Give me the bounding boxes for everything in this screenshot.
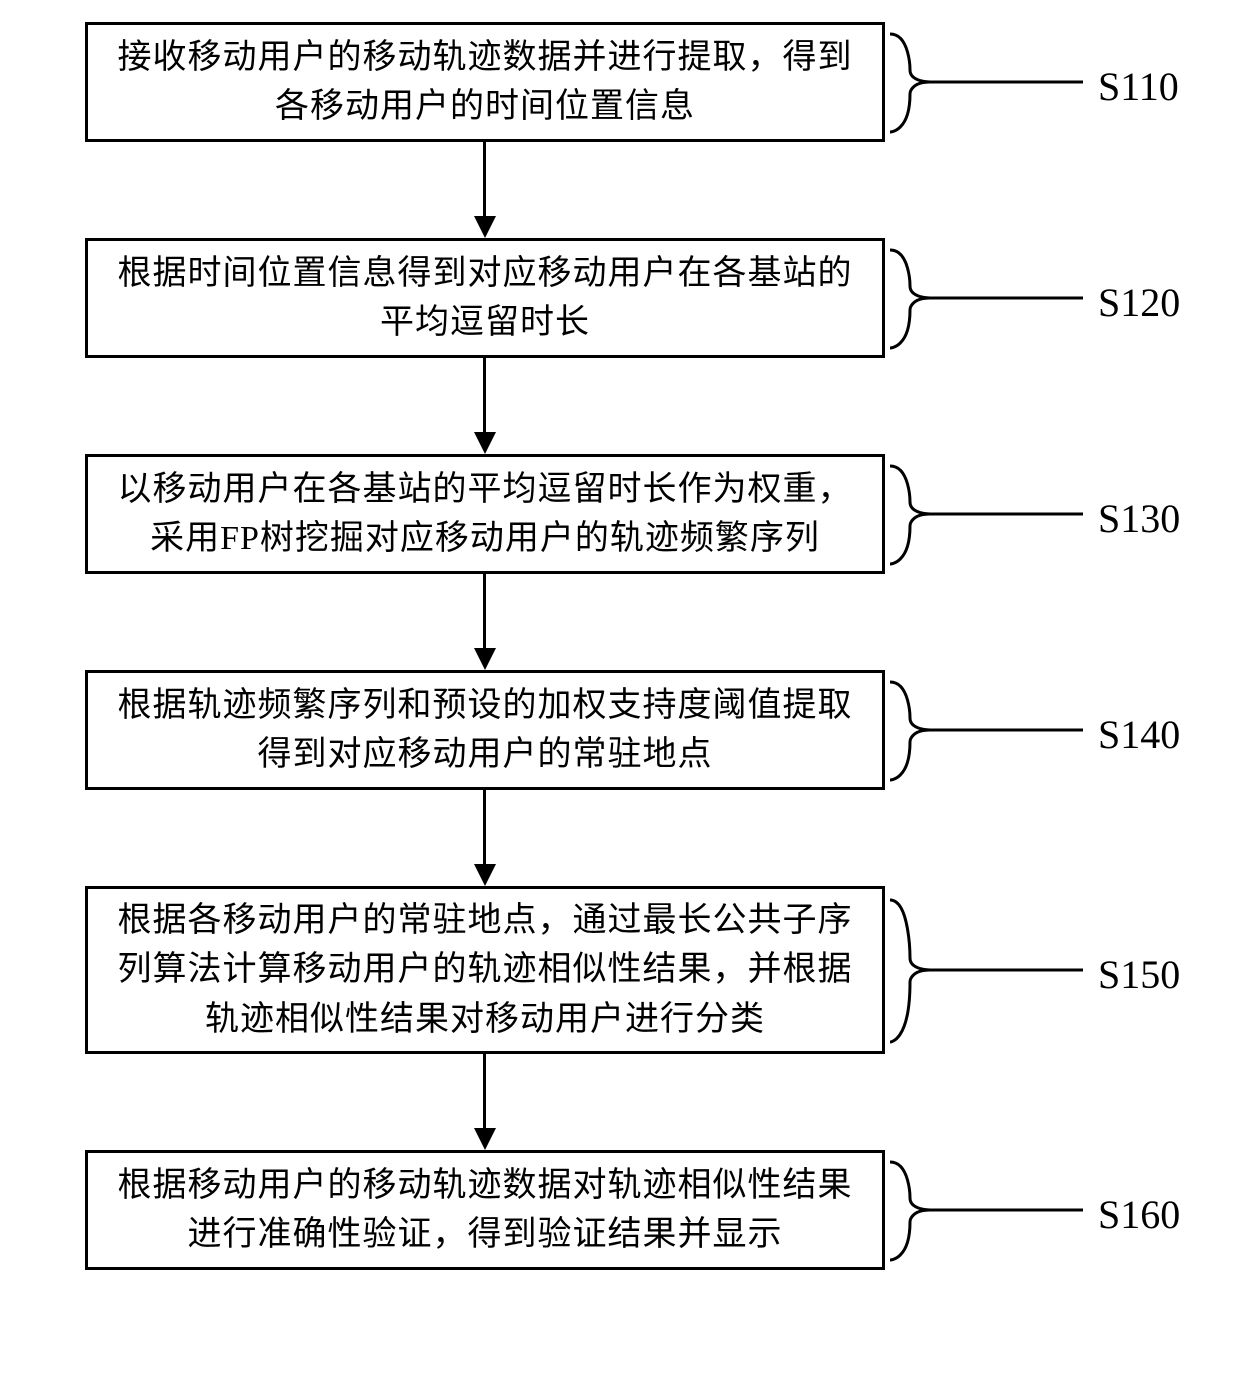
step-label-s130: S130 [1098, 495, 1180, 542]
flow-step-text: 根据时间位置信息得到对应移动用户在各基站的平均逗留时长 [118, 249, 853, 348]
flow-step-s120: 根据时间位置信息得到对应移动用户在各基站的平均逗留时长 [85, 238, 885, 358]
flow-step-s130: 以移动用户在各基站的平均逗留时长作为权重，采用FP树挖掘对应移动用户的轨迹频繁序… [85, 454, 885, 574]
flow-step-s140: 根据轨迹频繁序列和预设的加权支持度阈值提取得到对应移动用户的常驻地点 [85, 670, 885, 790]
arrow-shaft-3 [483, 790, 486, 864]
flow-step-text: 根据轨迹频繁序列和预设的加权支持度阈值提取得到对应移动用户的常驻地点 [118, 681, 853, 780]
flow-step-text: 以移动用户在各基站的平均逗留时长作为权重，采用FP树挖掘对应移动用户的轨迹频繁序… [118, 465, 853, 564]
arrow-head-0 [474, 216, 496, 238]
flow-step-s160: 根据移动用户的移动轨迹数据对轨迹相似性结果进行准确性验证，得到验证结果并显示 [85, 1150, 885, 1270]
arrow-shaft-1 [483, 358, 486, 432]
step-label-s140: S140 [1098, 711, 1180, 758]
flow-step-text: 根据各移动用户的常驻地点，通过最长公共子序列算法计算移动用户的轨迹相似性结果，并… [118, 896, 853, 1044]
step-label-s160: S160 [1098, 1191, 1180, 1238]
flow-step-text: 接收移动用户的移动轨迹数据并进行提取，得到各移动用户的时间位置信息 [118, 33, 853, 132]
arrow-head-3 [474, 864, 496, 886]
brace-s120 [888, 248, 1088, 352]
arrow-head-1 [474, 432, 496, 454]
arrow-head-4 [474, 1128, 496, 1150]
brace-s150 [888, 898, 1088, 1046]
arrow-shaft-4 [483, 1054, 486, 1128]
arrow-head-2 [474, 648, 496, 670]
brace-s160 [888, 1160, 1088, 1264]
flow-step-text: 根据移动用户的移动轨迹数据对轨迹相似性结果进行准确性验证，得到验证结果并显示 [118, 1161, 853, 1260]
brace-s110 [888, 32, 1088, 136]
flow-step-s150: 根据各移动用户的常驻地点，通过最长公共子序列算法计算移动用户的轨迹相似性结果，并… [85, 886, 885, 1054]
arrow-shaft-0 [483, 142, 486, 216]
arrow-shaft-2 [483, 574, 486, 648]
step-label-s150: S150 [1098, 951, 1180, 998]
step-label-s110: S110 [1098, 63, 1179, 110]
brace-s140 [888, 680, 1088, 784]
step-label-s120: S120 [1098, 279, 1180, 326]
flow-step-s110: 接收移动用户的移动轨迹数据并进行提取，得到各移动用户的时间位置信息 [85, 22, 885, 142]
brace-s130 [888, 464, 1088, 568]
